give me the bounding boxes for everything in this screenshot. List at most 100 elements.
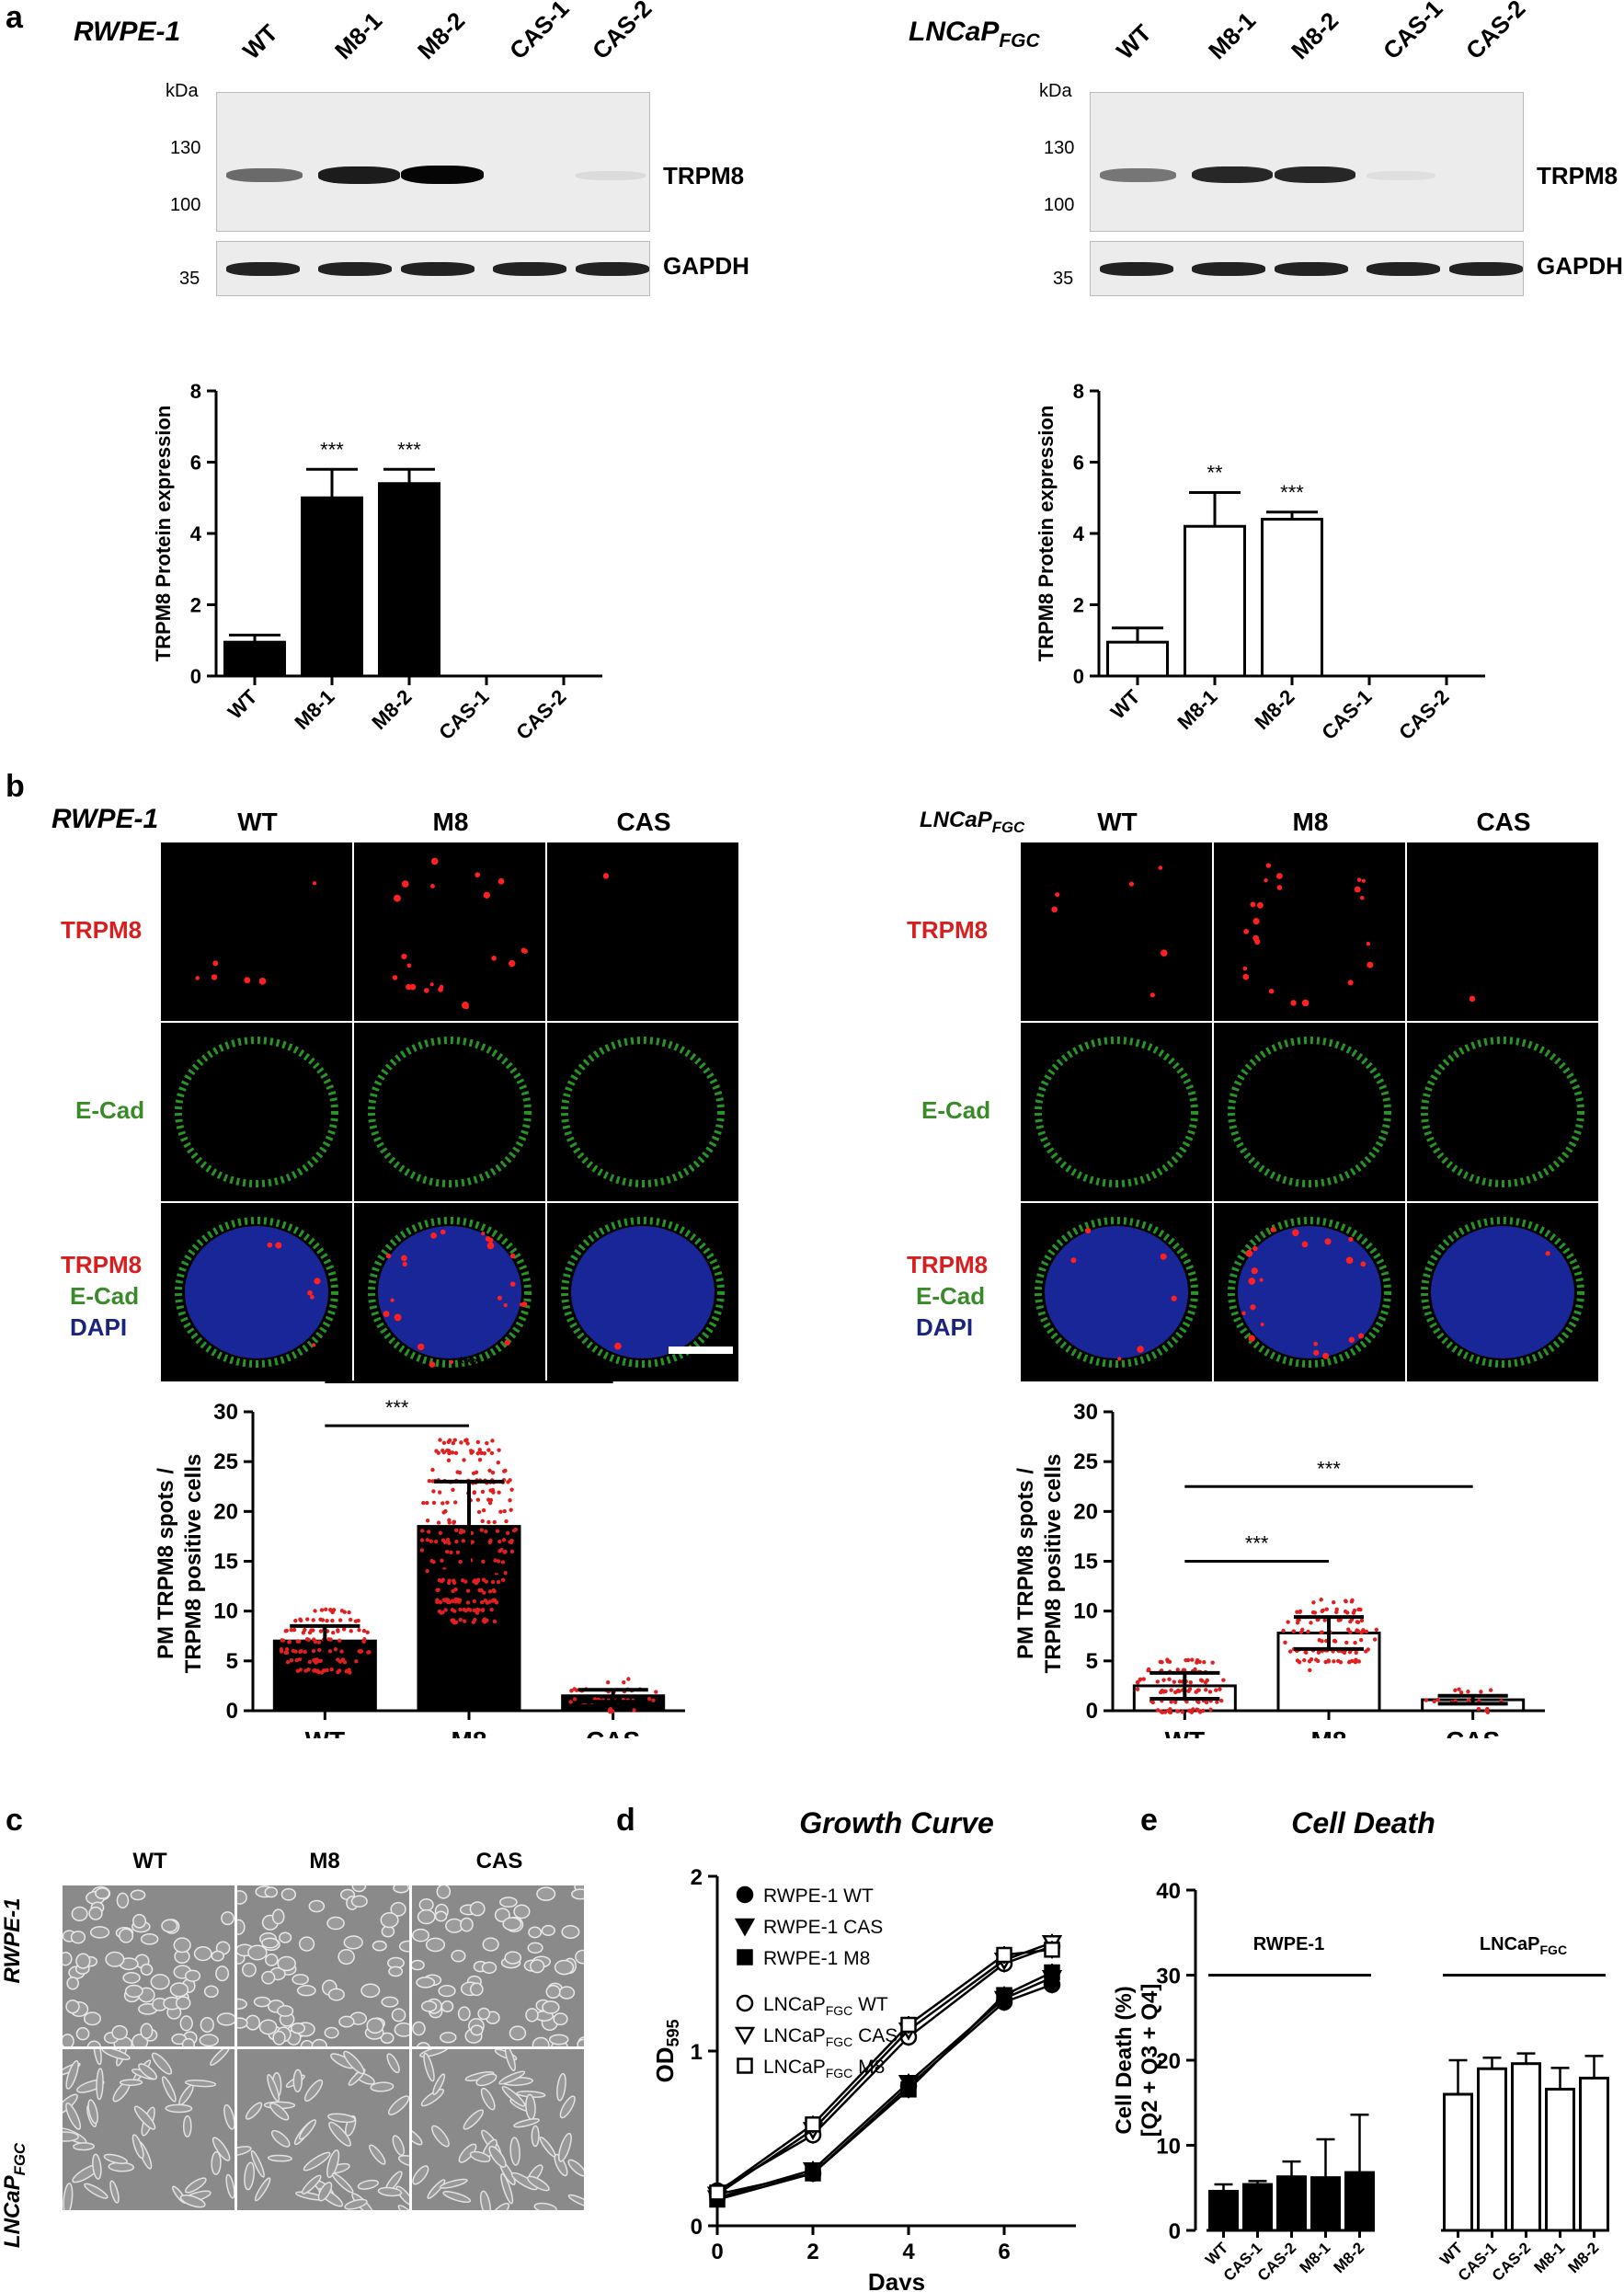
cell [440, 2000, 454, 2012]
cell [89, 1926, 110, 1939]
cell [212, 2137, 231, 2161]
trpm8-spot [1055, 892, 1060, 898]
if-image-svg [368, 1217, 532, 1368]
cell [237, 1890, 247, 1905]
series-line [716, 1983, 1053, 2196]
data-point [453, 1620, 459, 1625]
data-point [483, 1599, 488, 1603]
data-point [454, 1539, 459, 1544]
if-cell-line-lncap: LNCaPFGC [920, 808, 1025, 836]
x-tick-label: 6 [998, 2240, 1010, 2264]
data-point [1344, 1640, 1349, 1645]
data-point [477, 1457, 483, 1462]
cell [140, 2023, 154, 2039]
cell [237, 1998, 247, 2011]
trpm8-spot [307, 1289, 313, 1296]
data-point [312, 1637, 316, 1642]
ecad-membrane [1228, 1037, 1391, 1187]
cell [65, 2103, 82, 2130]
if-image-svg [175, 1217, 338, 1368]
x-tick-label: CAS-2 [511, 685, 570, 744]
y-axis-label: OD595 [651, 2019, 682, 2082]
data-point [458, 1617, 463, 1622]
trpm8-spot [1243, 928, 1250, 934]
cell [303, 2151, 331, 2172]
data-point [485, 1441, 489, 1446]
cell [270, 2129, 291, 2148]
cell [509, 2137, 520, 2166]
cell [434, 1910, 448, 1922]
cell [253, 1996, 271, 2008]
phase-image [412, 1885, 584, 2046]
data-point [284, 1646, 290, 1652]
data-point [425, 1568, 429, 1574]
cell [277, 2005, 294, 2017]
cell [65, 1999, 80, 2014]
y-tick-label: 25 [213, 1450, 238, 1474]
dapi-nucleus [1431, 1226, 1574, 1358]
blot-lane-label: CAS-1 [504, 0, 575, 65]
legend-label: LNCaPFGC WT [763, 1994, 888, 2018]
y-axis-label: PM TRPM8 spots / [154, 1468, 178, 1659]
trpm8-spot [390, 1298, 395, 1302]
data-point [475, 1439, 481, 1445]
trpm8-spot [509, 1281, 516, 1287]
if-image-svg [602, 873, 610, 879]
data-point [481, 1507, 486, 1513]
data-point [1358, 1637, 1364, 1643]
legend-marker [737, 2057, 753, 2074]
data-point [361, 1628, 367, 1633]
gapdh-band [401, 262, 475, 276]
cell [63, 2034, 74, 2046]
data-point [1283, 1640, 1287, 1645]
cell [328, 2121, 351, 2147]
data-point [341, 1627, 347, 1632]
y-tick-label: 10 [1156, 2135, 1181, 2160]
chart-d-growth-curve: Growth Curve 0 1 2 0 2 4 6 Days OD595 RWPE-1 WT RWP… [651, 1806, 1076, 2290]
cell [173, 1937, 191, 1954]
data-point [1155, 1708, 1161, 1713]
if-image [1214, 1023, 1405, 1201]
cell [527, 1942, 543, 1954]
y-axis-label: [Q2 + Q3 + Q4] [1138, 1984, 1162, 2137]
blot-cell-line-rwpe: RWPE-1 [74, 17, 181, 47]
legend-label: RWPE-1 M8 [763, 1948, 870, 1969]
cell [63, 2131, 79, 2142]
bar [1106, 640, 1169, 678]
trpm8-spot [314, 1278, 321, 1285]
cell [237, 2017, 248, 2029]
data-point [1196, 1700, 1201, 1704]
x-tick-label: WT [1165, 1726, 1206, 1738]
cell [296, 1984, 316, 1997]
cell [271, 1908, 285, 1925]
data-point [289, 1658, 294, 1663]
x-tick-label: 0 [711, 2240, 723, 2264]
trpm8-spot [1270, 1227, 1276, 1232]
data-point [367, 1650, 372, 1655]
gapdh-band [493, 262, 566, 276]
if-image-svg [368, 1037, 532, 1187]
data-point [440, 1501, 445, 1506]
chart-a-rwpe-expression: 0 2 4 6 8 WT M8-1 *** M8-2 *** CAS-1 CAS-2 TRPM8 Pro… [152, 380, 602, 744]
trpm8-spot [1348, 1336, 1355, 1343]
data-point [1319, 1630, 1324, 1635]
dapi-nucleus [185, 1226, 328, 1358]
data-point [1354, 1650, 1358, 1656]
cell [184, 1969, 201, 1982]
data-point [480, 1608, 486, 1612]
data-point [1477, 1699, 1481, 1703]
data-point [441, 1510, 446, 1515]
data-point [328, 1608, 333, 1612]
trpm8-spot [521, 1301, 528, 1308]
data-point [313, 1609, 317, 1613]
cell [420, 2000, 438, 2012]
cell [103, 2153, 128, 2164]
trpm8-spot [310, 1295, 315, 1300]
data-point [1332, 1638, 1337, 1644]
trpm8-spot [1545, 1251, 1550, 1256]
data-point [654, 1690, 658, 1694]
trpm8-spot [1354, 886, 1361, 893]
phase-image [237, 2049, 409, 2210]
x-tick-label: M8-2 [1565, 2239, 1603, 2276]
data-point [284, 1628, 289, 1633]
